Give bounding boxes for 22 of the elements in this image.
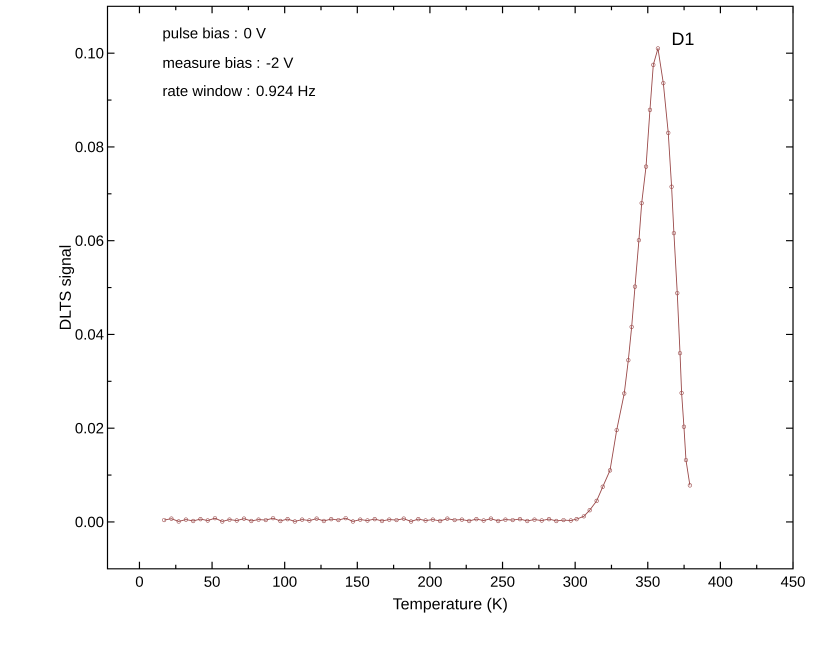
x-tick-label: 100 [273,576,297,587]
annotation: D1 [672,32,694,45]
x-tick-label: 250 [490,576,514,587]
x-axis-title: Temperature (K) [393,598,507,613]
annotation: rate window : 0.924 Hz [163,85,316,96]
y-tick-label: 0.06 [75,235,104,246]
x-tick-label: 150 [346,576,370,587]
y-tick-label: 0.02 [75,422,104,434]
x-tick-label: 200 [418,576,442,587]
x-tick-label: 50 [204,576,220,587]
y-tick-label: 0.04 [75,329,104,340]
y-axis-title: DLTS signal [59,246,74,330]
annotation: measure bias : -2 V [163,57,294,68]
y-tick-label: 0.00 [75,516,104,528]
x-tick-label: 350 [636,576,660,587]
x-tick-label: 450 [780,576,805,587]
x-tick-label: 400 [708,576,732,587]
x-tick-label: 300 [563,576,588,587]
y-tick-label: 0.10 [75,48,104,58]
annotation: pulse bias : 0 V [163,27,266,42]
x-tick-label: 0 [136,576,144,587]
y-tick-label: 0.08 [75,142,104,152]
